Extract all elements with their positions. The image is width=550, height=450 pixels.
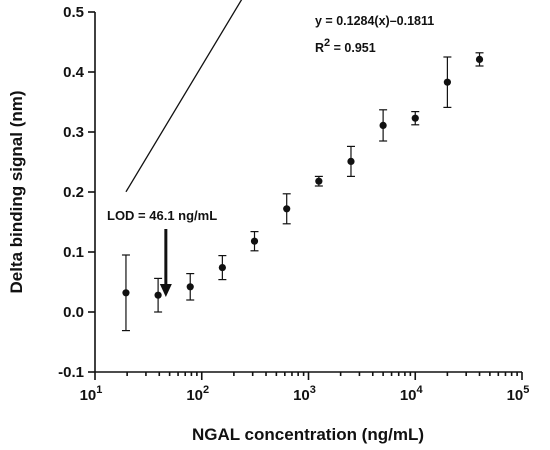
y-tick-label: -0.1 — [58, 364, 84, 381]
data-point-group — [282, 193, 291, 225]
data-point-group — [154, 277, 163, 313]
axes — [88, 11, 523, 380]
data-point — [186, 283, 194, 291]
data-point — [283, 205, 291, 213]
data-point-group — [379, 109, 388, 142]
data-point — [218, 264, 226, 272]
y-tick-label: 0.2 — [63, 184, 84, 201]
y-tick-label: 0.1 — [63, 244, 84, 261]
data-point-group — [411, 110, 420, 126]
r2-superscript: 2 — [324, 37, 330, 49]
data-point — [315, 177, 323, 185]
lod-label: LOD = 46.1 ng/mL — [107, 208, 217, 223]
lod-arrow-head — [159, 284, 172, 297]
data-point-group — [314, 175, 323, 187]
data-point-group — [250, 231, 259, 252]
data-point — [250, 237, 259, 245]
x-tick-label: 105 — [507, 384, 530, 404]
equation-annotation: y = 0.1284(x)–0.1811 — [315, 14, 434, 28]
data-point — [411, 114, 419, 122]
data-point — [347, 157, 355, 165]
r2-suffix: = 0.951 — [330, 41, 376, 55]
x-tick-label: 104 — [400, 384, 424, 404]
data-point — [122, 289, 130, 297]
x-tick-label: 103 — [293, 384, 316, 404]
r-squared-annotation: R2 = 0.951 — [315, 37, 376, 55]
data-point — [379, 121, 387, 129]
data-point-group — [186, 273, 195, 301]
data-point — [475, 55, 484, 64]
x-tick-label: 101 — [80, 384, 103, 404]
fit-line — [125, 0, 243, 193]
data-point-group — [475, 52, 484, 67]
x-axis-title: NGAL concentration (ng/mL) — [192, 425, 424, 444]
data-point-group — [443, 56, 452, 109]
y-tick-label: 0.4 — [63, 64, 85, 81]
y-tick-label: 0.3 — [63, 124, 84, 141]
data-point — [154, 291, 162, 299]
data-point-group — [121, 254, 130, 332]
y-tick-label: 0.5 — [63, 4, 84, 21]
data-points — [121, 52, 484, 332]
y-tick-label: 0.0 — [63, 304, 84, 321]
lod-arrow — [159, 229, 172, 297]
fit-line-group — [125, 0, 243, 193]
y-axis-title: Delta binding signal (nm) — [7, 90, 26, 293]
data-point — [443, 78, 451, 86]
data-point-group — [218, 255, 227, 281]
data-point-group — [346, 145, 355, 177]
x-tick-label: 102 — [186, 384, 209, 404]
tick-labels: -0.1 0.0 0.1 0.2 0.3 0.4 0.5 101 102 103 104 105 — [58, 4, 529, 404]
r2-prefix: R — [315, 41, 324, 55]
